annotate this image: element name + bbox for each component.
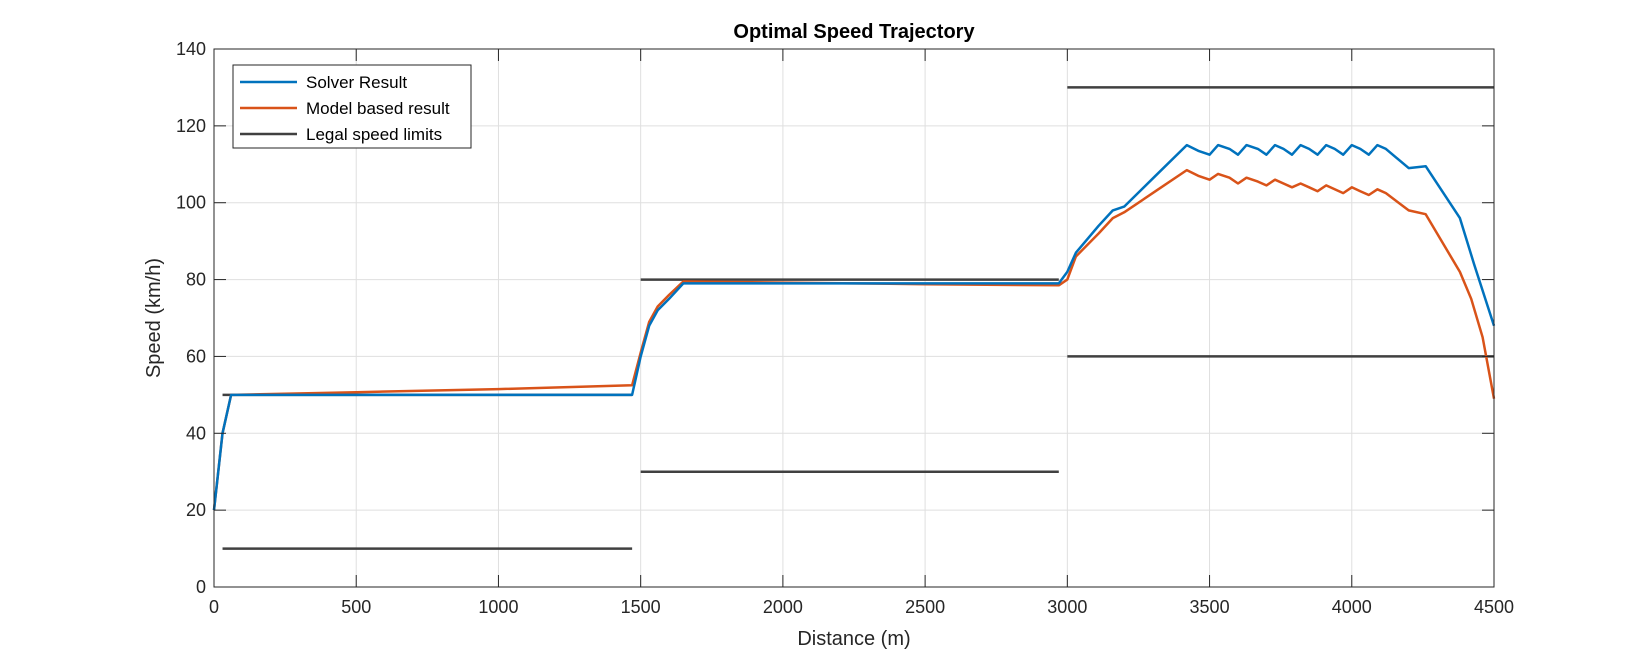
y-tick-label: 140: [176, 39, 206, 59]
plot-frame: [213, 48, 1495, 588]
x-tick-label: 0: [209, 597, 219, 617]
legend-label-model-based-result: Model based result: [306, 99, 450, 118]
x-axis-label: Distance (m): [797, 628, 910, 650]
chart-title: Optimal Speed Trajectory: [733, 21, 975, 43]
y-tick-label: 120: [176, 116, 206, 136]
y-axis-label: Speed (km/h): [143, 258, 165, 378]
x-tick-label: 3000: [1047, 597, 1087, 617]
x-tick-label: 1500: [621, 597, 661, 617]
y-tick-label: 40: [186, 423, 206, 443]
axis-ticks: 0 500 1000 1500 2000 2500 3000 3500 4000 4500 0 20 4…: [176, 39, 1514, 617]
legend-label-legal-speed-limits: Legal speed limits: [306, 125, 442, 144]
y-tick-label: 60: [186, 346, 206, 366]
y-tick-label: 100: [176, 193, 206, 213]
legend: Solver Result Model based result Legal spe…: [232, 64, 472, 149]
series-line-model-based-result: [212, 168, 1496, 511]
y-tick-label: 0: [196, 577, 206, 597]
y-tick-label: 80: [186, 270, 206, 290]
x-tick-label: 3500: [1190, 597, 1230, 617]
y-tick-label: 20: [186, 500, 206, 520]
series-layer: [212, 86, 1496, 550]
x-tick-label: 2500: [905, 597, 945, 617]
series-line-solver-result: [212, 143, 1496, 511]
x-tick-label: 4000: [1332, 597, 1372, 617]
x-tick-label: 2000: [763, 597, 803, 617]
legend-label-solver-result: Solver Result: [306, 73, 407, 92]
x-tick-label: 500: [341, 597, 371, 617]
x-tick-label: 4500: [1474, 597, 1514, 617]
x-tick-label: 1000: [478, 597, 518, 617]
